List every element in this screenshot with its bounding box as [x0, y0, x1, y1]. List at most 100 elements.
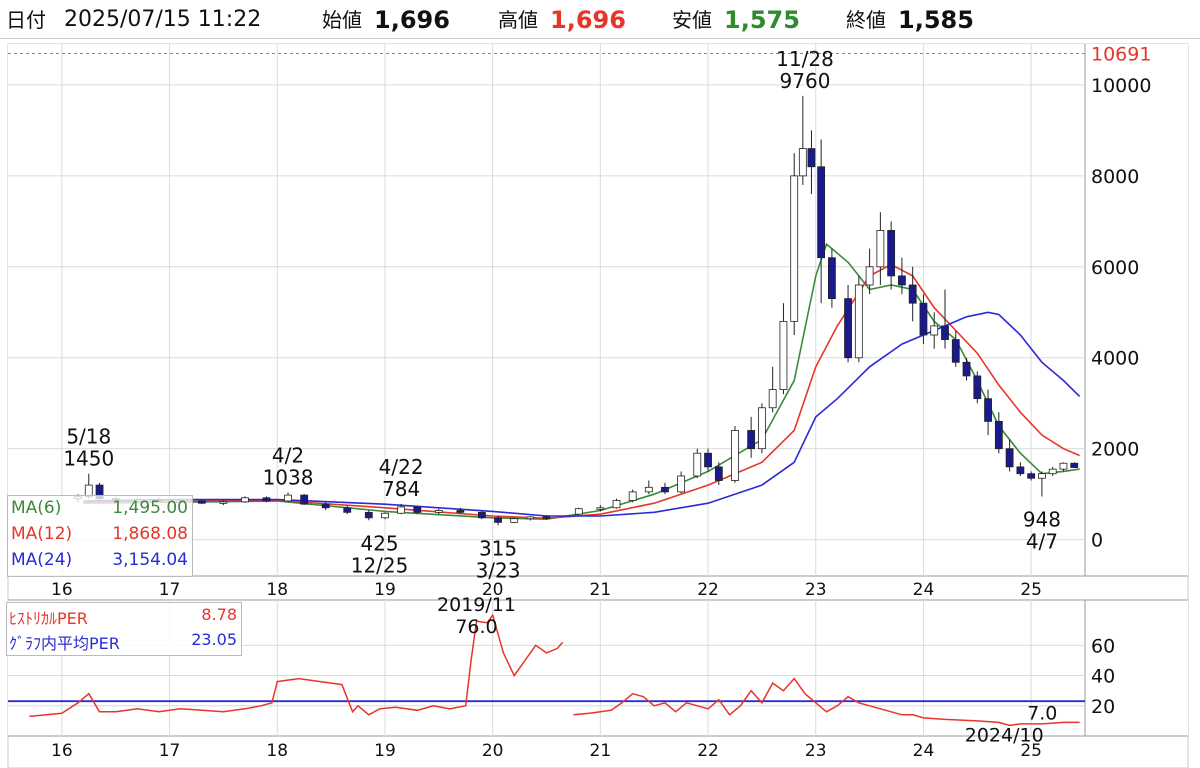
price-tick-label: 6000: [1091, 257, 1139, 279]
candle-body: [526, 516, 535, 520]
price-annotation: 315: [479, 536, 517, 560]
price-annotation: 12/25: [351, 553, 409, 577]
price-annotation: 4/2: [272, 443, 304, 467]
candle-body: [1038, 473, 1046, 479]
candle-body: [731, 430, 739, 481]
price-annotation: 5/18: [66, 425, 111, 449]
year-tick-label: 18: [266, 580, 288, 600]
price-annotation: 948: [1023, 508, 1061, 532]
year-tick-label: 21: [590, 580, 612, 600]
ma-legend: MA(6) 1,495.00 MA(12) 1,868.08 MA(24) 3,…: [7, 495, 193, 577]
candle-body: [434, 510, 443, 513]
hist-per-label: ﾋｽﾄﾘｶﾙPER: [9, 609, 88, 628]
date-label: 日付: [6, 8, 46, 32]
candle-body: [381, 512, 389, 519]
max-price-label: 10691: [1091, 44, 1151, 66]
per-annotation: 76.0: [455, 616, 497, 638]
price-annotation: 3/23: [476, 558, 521, 582]
candle-body: [790, 175, 799, 322]
candle-body: [397, 506, 406, 514]
per-tick-label: 20: [1091, 696, 1115, 718]
candle-body: [984, 398, 992, 422]
per-annotation: 2019/11: [437, 594, 516, 616]
hist-per-value: 8.78: [201, 605, 237, 624]
price-tick-label: 2000: [1091, 439, 1139, 461]
candle-body: [768, 389, 777, 409]
low-value: 1,575: [724, 6, 800, 34]
per-year-tick-label: 22: [697, 741, 719, 761]
price-annotation: 4/22: [379, 455, 424, 479]
ma12-value: 1,868.08: [112, 524, 188, 544]
historical-per-line: [573, 677, 1080, 727]
ma24-value: 3,154.04: [112, 550, 188, 570]
candle-body: [262, 497, 271, 502]
candle-body: [865, 266, 874, 286]
per-year-tick-label: 23: [805, 741, 827, 761]
year-tick-label: 23: [805, 580, 827, 600]
price-annotation: 9760: [780, 69, 831, 93]
ma-line-ma24: [83, 311, 1081, 517]
candle-body: [1005, 448, 1014, 468]
price-tick-label: 10000: [1091, 75, 1151, 97]
close-label: 終値: [846, 8, 886, 32]
year-tick-label: 17: [159, 580, 181, 600]
close-value: 1,585: [898, 6, 974, 34]
open-label: 始値: [322, 8, 362, 32]
ma6-label: MA(6): [11, 498, 62, 518]
candle-body: [364, 511, 373, 519]
high-label: 高値: [498, 8, 538, 32]
price-tick-label: 0: [1091, 530, 1103, 552]
per-year-tick-label: 18: [266, 741, 288, 761]
candle-body: [197, 500, 206, 504]
candle-body: [510, 518, 519, 523]
candle-body: [798, 148, 807, 177]
candle-body: [941, 325, 949, 340]
ma6-value: 1,495.00: [112, 498, 188, 518]
candle-body: [456, 510, 465, 513]
year-tick-label: 22: [697, 580, 719, 600]
per-year-tick-label: 19: [374, 741, 396, 761]
ma12-label: MA(12): [11, 524, 73, 544]
year-tick-label: 20: [482, 580, 504, 600]
price-header: 日付 2025/07/15 11:22 始値 1,696 高値 1,696 安値…: [0, 0, 1200, 39]
candle-body: [994, 421, 1003, 450]
open-value: 1,696: [374, 6, 450, 34]
candle-body: [661, 486, 669, 493]
per-year-tick-label: 17: [159, 741, 181, 761]
per-annotation: 7.0: [1027, 702, 1057, 724]
candle-body: [898, 275, 906, 286]
candle-body: [1059, 462, 1068, 470]
candle-body: [477, 511, 486, 519]
candle-body: [962, 361, 971, 377]
year-tick-label: 24: [913, 580, 935, 600]
historical-per-line: [29, 613, 564, 718]
candle-body: [844, 298, 852, 359]
candle-body: [241, 497, 249, 503]
ma24-label: MA(24): [11, 550, 73, 570]
price-annotation: 1038: [263, 465, 314, 489]
candle-body: [758, 407, 766, 450]
candle-body: [343, 507, 352, 513]
candle-body: [1048, 468, 1057, 475]
year-tick-label: 25: [1020, 580, 1042, 600]
candle-body: [704, 452, 712, 468]
candle-body: [542, 516, 551, 519]
candle-body: [807, 148, 816, 168]
candle-body: [828, 257, 836, 300]
candle-body: [300, 494, 309, 505]
per-year-tick-label: 21: [590, 741, 612, 761]
low-label: 安値: [672, 8, 712, 32]
per-year-tick-label: 25: [1020, 741, 1042, 761]
price-tick-label: 8000: [1091, 166, 1139, 188]
candle-body: [596, 507, 605, 510]
candle-body: [494, 517, 502, 523]
main-plot-background: [8, 44, 1188, 576]
date-value: 2025/07/15 11:22: [64, 7, 262, 32]
time-axis-main: 16 17 18 19 20 21 22 23 24 25: [51, 580, 1042, 600]
year-tick-label: 19: [374, 580, 396, 600]
price-annotation: 784: [382, 477, 420, 501]
candle-body: [321, 503, 330, 509]
year-tick-label: 16: [51, 580, 73, 600]
